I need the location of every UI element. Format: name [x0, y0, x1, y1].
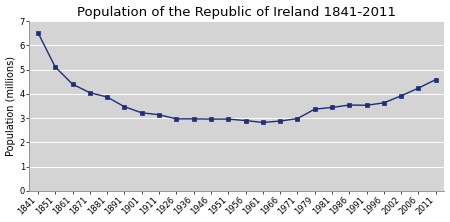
Title: Population of the Republic of Ireland 1841-2011: Population of the Republic of Ireland 18… [77, 6, 396, 19]
Y-axis label: Population (millions): Population (millions) [5, 56, 16, 156]
